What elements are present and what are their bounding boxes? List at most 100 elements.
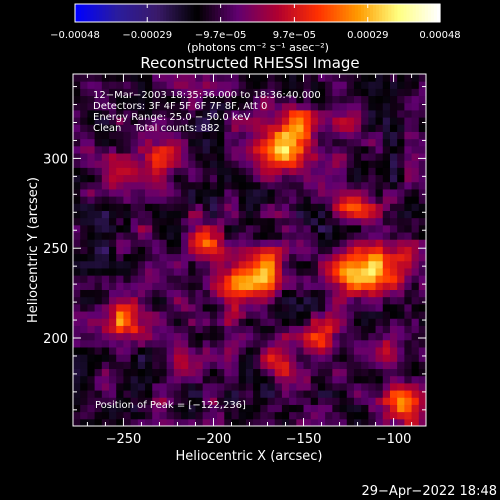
heatmap-cell: [389, 239, 398, 247]
heatmap-cell: [332, 361, 341, 370]
heatmap-cell: [361, 332, 369, 341]
heatmap-cell: [94, 153, 103, 161]
heatmap-cell: [310, 217, 319, 226]
heatmap-cell: [73, 253, 81, 262]
heatmap-cell: [80, 361, 88, 370]
heatmap-cell: [188, 153, 196, 161]
heatmap-cell: [253, 311, 261, 319]
heatmap-cell: [209, 153, 218, 161]
heatmap-cell: [339, 224, 348, 233]
colorbar-cell: [221, 4, 225, 22]
heatmap-cell: [123, 102, 132, 111]
heatmap-cell: [123, 303, 132, 312]
heatmap-cell: [411, 145, 420, 154]
heatmap-cell: [101, 289, 110, 298]
heatmap-cell: [109, 289, 117, 298]
heatmap-cell: [332, 275, 341, 283]
heatmap-cell: [238, 361, 247, 370]
heatmap-cell: [145, 289, 153, 298]
colorbar-cell: [157, 4, 161, 22]
heatmap-cell: [332, 153, 341, 161]
heatmap-cell: [181, 145, 189, 154]
heatmap-cell: [325, 138, 333, 147]
heatmap-cell: [245, 174, 254, 183]
heatmap-cell: [274, 375, 283, 384]
heatmap-cell: [310, 318, 319, 326]
heatmap-cell: [245, 397, 254, 405]
heatmap-cell: [123, 311, 132, 319]
heatmap-cell: [281, 339, 290, 348]
heatmap-cell: [116, 397, 124, 405]
heatmap-cell: [181, 81, 189, 89]
heatmap-cell: [404, 282, 413, 291]
heatmap-cell: [116, 346, 124, 355]
heatmap-cell: [346, 102, 355, 111]
heatmap-cell: [418, 346, 426, 355]
heatmap-cell: [224, 325, 232, 334]
heatmap-cell: [353, 124, 362, 132]
heatmap-cell: [411, 332, 420, 341]
heatmap-cell: [159, 361, 168, 370]
heatmap-cell: [353, 224, 362, 233]
heatmap-cell: [310, 81, 319, 89]
heatmap-cell: [188, 181, 196, 190]
heatmap-cell: [152, 145, 160, 154]
heatmap-cell: [296, 411, 305, 420]
heatmap-cell: [130, 239, 139, 247]
heatmap-cell: [130, 232, 139, 240]
heatmap-cell: [389, 174, 398, 183]
colorbar-cell: [178, 4, 183, 22]
heatmap-cell: [145, 109, 153, 118]
colorbar-cell: [315, 4, 319, 22]
heatmap-cell: [209, 390, 218, 398]
heatmap-cell: [267, 368, 276, 377]
heatmap-cell: [361, 346, 369, 355]
heatmap-cell: [94, 95, 103, 104]
heatmap-cell: [296, 109, 305, 118]
heatmap-cell: [173, 145, 182, 154]
heatmap-cell: [173, 296, 182, 305]
heatmap-cell: [404, 131, 413, 140]
heatmap-cell: [137, 131, 146, 140]
heatmap-cell: [181, 346, 189, 355]
heatmap-cell: [375, 303, 384, 312]
heatmap-cell: [130, 88, 139, 97]
heatmap-cell: [231, 181, 240, 190]
heatmap-cell: [267, 325, 276, 334]
heatmap-cell: [137, 124, 146, 132]
heatmap-cell: [94, 418, 103, 426]
heatmap-cell: [238, 311, 247, 319]
heatmap-cell: [411, 289, 420, 298]
heatmap-cell: [289, 217, 297, 226]
heatmap-cell: [339, 311, 348, 319]
heatmap-cell: [130, 102, 139, 111]
heatmap-cell: [181, 332, 189, 341]
heatmap-cell: [253, 217, 261, 226]
heatmap-cell: [397, 303, 405, 312]
heatmap-cell: [346, 303, 355, 312]
heatmap-cell: [332, 138, 341, 147]
heatmap-cell: [238, 289, 247, 298]
heatmap-cell: [152, 289, 160, 298]
heatmap-cell: [375, 368, 384, 377]
heatmap-cell: [281, 346, 290, 355]
heatmap-cell: [303, 267, 312, 276]
heatmap-cell: [418, 375, 426, 384]
heatmap-cell: [195, 95, 204, 104]
heatmap-cell: [375, 296, 384, 305]
heatmap-cell: [123, 153, 132, 161]
heatmap-cell: [418, 318, 426, 326]
heatmap-cell: [310, 167, 319, 176]
heatmap-cell: [224, 339, 232, 348]
heatmap-cell: [80, 74, 88, 82]
heatmap-cell: [166, 88, 175, 97]
heatmap-cell: [109, 267, 117, 276]
heatmap-cell: [346, 390, 355, 398]
heatmap-cell: [289, 74, 297, 82]
heatmap-cell: [296, 318, 305, 326]
colorbar-cell: [427, 4, 432, 22]
heatmap-cell: [202, 203, 211, 211]
heatmap-cell: [418, 325, 426, 334]
heatmap-cell: [245, 404, 254, 413]
heatmap-cell: [73, 339, 81, 348]
